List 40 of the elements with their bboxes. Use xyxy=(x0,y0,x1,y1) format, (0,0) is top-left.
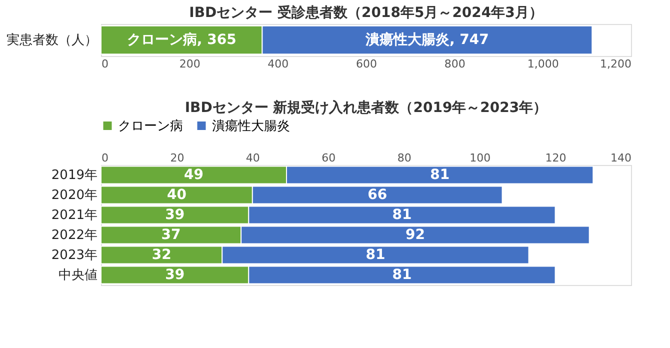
y-tick-label: 中央値 xyxy=(58,268,98,283)
chart-title: IBDセンター 新規受け入れ患者数（2019年～2023年） xyxy=(184,99,548,116)
x-tick-label: 20 xyxy=(170,152,184,164)
y-tick-label: 実患者数（人） xyxy=(6,32,98,48)
data-label: 40 xyxy=(166,187,187,203)
x-tick-label: 60 xyxy=(322,152,336,164)
y-tick-label: 2022年 xyxy=(51,228,98,243)
y-tick-label: 2020年 xyxy=(51,188,98,203)
data-label: 32 xyxy=(152,247,172,263)
x-tick-label: 80 xyxy=(397,152,412,164)
x-tick-label: 200 xyxy=(179,58,200,70)
x-tick-label: 600 xyxy=(356,58,377,70)
legend-label: 潰瘍性大腸炎 xyxy=(212,118,290,134)
x-tick-label: 100 xyxy=(470,152,491,164)
y-tick-label: 2021年 xyxy=(51,208,98,223)
x-tick-label: 800 xyxy=(444,58,466,70)
data-label: 37 xyxy=(161,227,181,243)
data-label: 39 xyxy=(165,267,185,283)
data-label: 92 xyxy=(405,227,425,243)
x-tick-label: 1,000 xyxy=(527,58,559,70)
data-label: 81 xyxy=(392,267,412,283)
x-tick-label: 40 xyxy=(246,152,260,164)
data-label: 49 xyxy=(184,167,204,183)
chart-title: IBDセンター 受診患者数（2018年5月～2024年3月） xyxy=(189,4,543,21)
data-label: 39 xyxy=(165,207,185,223)
data-label: 潰瘍性大腸炎, 747 xyxy=(364,31,489,48)
data-label: 81 xyxy=(366,247,386,263)
data-label: 66 xyxy=(368,187,388,203)
data-label: クローン病, 365 xyxy=(126,31,236,48)
x-tick-label: 120 xyxy=(545,152,566,164)
data-label: 81 xyxy=(430,167,450,183)
x-tick-label: 0 xyxy=(102,152,108,164)
x-tick-label: 1,200 xyxy=(600,58,632,70)
x-tick-label: 400 xyxy=(268,58,289,70)
legend-label: クローン病 xyxy=(118,118,183,134)
x-tick-label: 0 xyxy=(102,58,108,70)
y-tick-label: 2019年 xyxy=(51,168,98,183)
x-tick-label: 140 xyxy=(610,152,632,164)
y-tick-label: 2023年 xyxy=(51,248,98,263)
data-label: 81 xyxy=(392,207,412,223)
